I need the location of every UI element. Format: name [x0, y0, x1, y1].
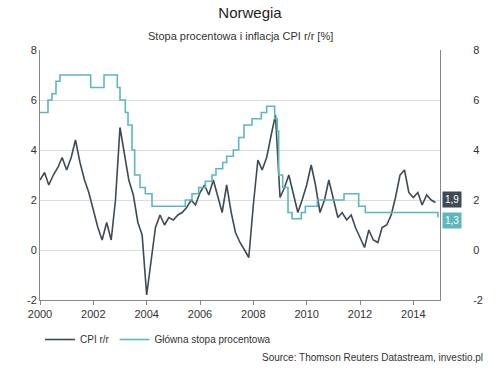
svg-text:-2: -2 — [27, 294, 37, 306]
svg-text:1,3: 1,3 — [445, 215, 459, 226]
svg-text:Norwegia: Norwegia — [218, 4, 282, 21]
svg-text:2014: 2014 — [401, 308, 425, 320]
svg-text:2006: 2006 — [188, 308, 212, 320]
svg-text:6: 6 — [31, 94, 37, 106]
svg-text:CPI r/r: CPI r/r — [80, 334, 110, 345]
svg-text:Source: Thomson Reuters Datast: Source: Thomson Reuters Datastream, inve… — [262, 352, 483, 363]
svg-text:2008: 2008 — [241, 308, 265, 320]
svg-text:2010: 2010 — [294, 308, 318, 320]
svg-text:8: 8 — [473, 44, 479, 56]
svg-text:-2: -2 — [473, 294, 483, 306]
svg-text:4: 4 — [473, 144, 479, 156]
svg-text:0: 0 — [31, 244, 37, 256]
svg-text:Główna stopa procentowa: Główna stopa procentowa — [155, 334, 271, 345]
svg-text:2002: 2002 — [81, 308, 105, 320]
svg-text:1,9: 1,9 — [445, 194, 459, 205]
svg-text:Stopa procentowa i inflacja CP: Stopa procentowa i inflacja CPI r/r [%] — [148, 30, 333, 42]
svg-text:6: 6 — [473, 94, 479, 106]
svg-text:2000: 2000 — [28, 308, 52, 320]
svg-text:2: 2 — [31, 194, 37, 206]
svg-text:0: 0 — [473, 244, 479, 256]
svg-text:8: 8 — [31, 44, 37, 56]
svg-text:2: 2 — [473, 194, 479, 206]
svg-text:2004: 2004 — [134, 308, 158, 320]
svg-text:2012: 2012 — [348, 308, 372, 320]
svg-text:4: 4 — [31, 144, 37, 156]
